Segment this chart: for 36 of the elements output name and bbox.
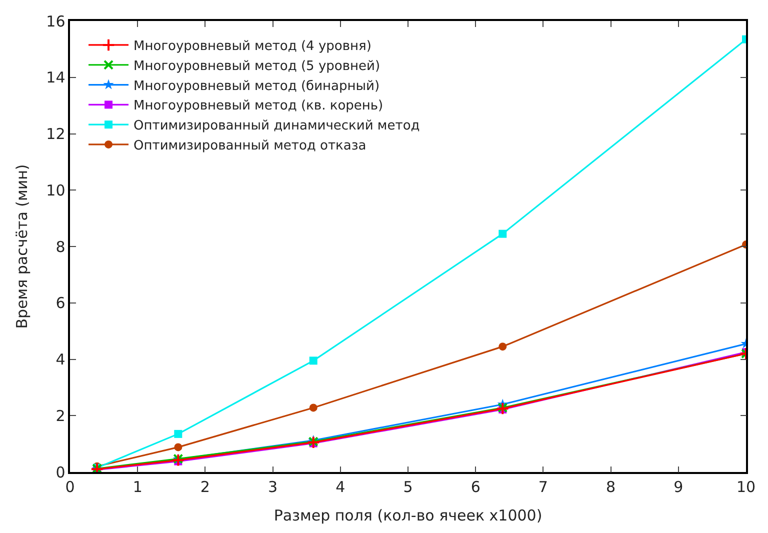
x-axis-title: Размер поля (кол-во ячеек x1000) bbox=[274, 506, 542, 524]
x-tick-label: 6 bbox=[470, 478, 480, 496]
point bbox=[309, 404, 318, 412]
y-tick-label: 10 bbox=[46, 181, 66, 200]
y-axis-title: Время расчёта (мин) bbox=[12, 164, 31, 329]
y-tick-label: 12 bbox=[46, 125, 66, 143]
point bbox=[309, 356, 318, 365]
x-tick-label: 10 bbox=[736, 478, 756, 496]
y-tick-label: 4 bbox=[56, 350, 66, 368]
x-tick-label: 7 bbox=[538, 478, 548, 496]
point bbox=[498, 342, 507, 351]
x-tick-label: 1 bbox=[132, 478, 142, 496]
y-tick-label: 14 bbox=[46, 68, 66, 87]
x-tick-label: 2 bbox=[200, 478, 210, 496]
legend-label: Оптимизированный динамический метод bbox=[134, 118, 420, 134]
x-tick-label: 4 bbox=[336, 478, 346, 496]
y-tick-label: 16 bbox=[46, 12, 66, 30]
point bbox=[172, 454, 185, 467]
x-tick-label: 3 bbox=[268, 478, 278, 496]
legend-label: Многоуровневый метод (кв. корень) bbox=[134, 98, 384, 114]
x-tick-label: 9 bbox=[674, 478, 684, 496]
y-tick-label: 2 bbox=[56, 406, 66, 425]
point bbox=[498, 230, 507, 238]
point bbox=[498, 402, 508, 413]
y-tick-label: 8 bbox=[56, 238, 66, 256]
point bbox=[174, 430, 182, 438]
x-tick-label: 5 bbox=[403, 478, 413, 496]
y-tick-label: 0 bbox=[56, 463, 66, 482]
point bbox=[496, 402, 510, 416]
y-tick-label: 6 bbox=[56, 294, 66, 312]
legend-label: Оптимизированный метод отказа bbox=[134, 138, 366, 154]
point bbox=[174, 443, 182, 452]
legend-label: Многоуровневый метод (5 уровней) bbox=[134, 58, 380, 74]
legend-label: Многоуровневый метод (бинарный) bbox=[134, 78, 380, 94]
legend-label: Многоуровневый метод (4 уровня) bbox=[134, 39, 372, 54]
x-tick-label: 8 bbox=[606, 478, 616, 496]
